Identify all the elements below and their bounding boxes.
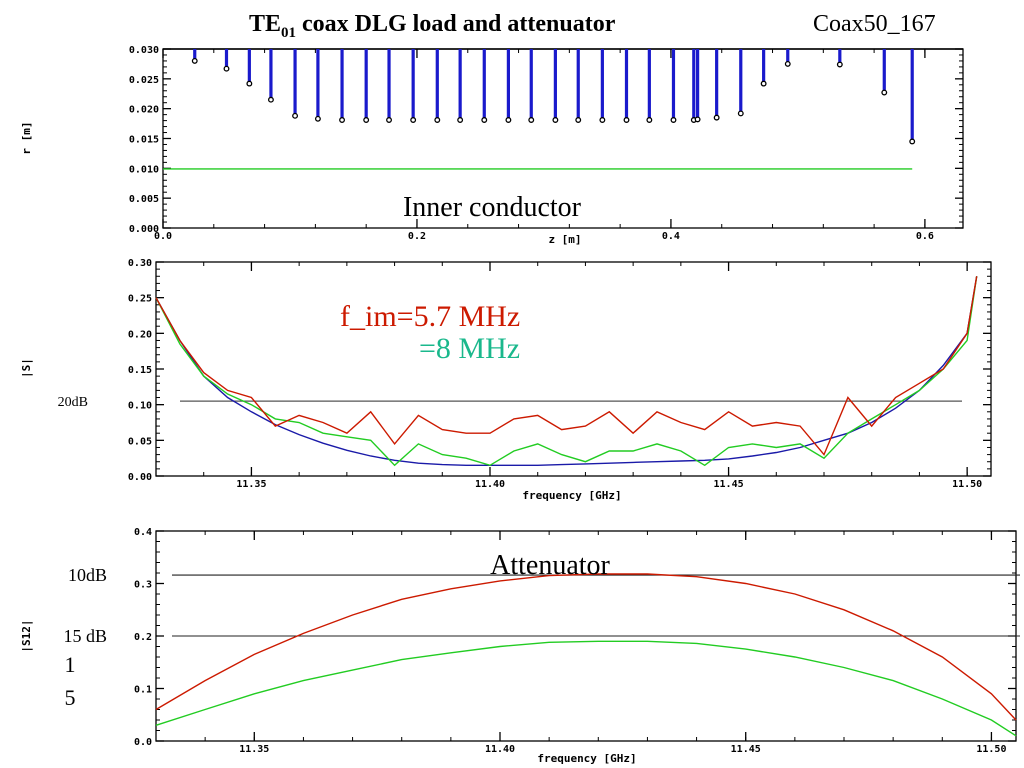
y-tick-label: 0.4 bbox=[134, 527, 152, 538]
x-tick-label: 0.6 bbox=[916, 231, 934, 242]
y-tick-label: 0.010 bbox=[129, 164, 159, 175]
y-tick-label: 0.00 bbox=[128, 472, 152, 483]
side-label-line: 1 bbox=[65, 652, 76, 677]
x-tick-label: 11.45 bbox=[731, 744, 761, 755]
y-tick-label: 0.20 bbox=[128, 329, 152, 340]
radius-marker bbox=[575, 117, 582, 123]
x-tick-label: 0.0 bbox=[154, 231, 172, 242]
x-axis-label: frequency [GHz] bbox=[537, 752, 636, 765]
series-line-red bbox=[155, 573, 1017, 721]
reflection-panel: 0.00 0.05 0.10 0.15 0.20 0.25 0.30 11.35 11.40 11… bbox=[20, 258, 992, 502]
y-axis-label: |S12| bbox=[20, 619, 33, 652]
radius-marker bbox=[191, 57, 198, 64]
plot-frame bbox=[155, 261, 992, 477]
x-tick-label: 11.50 bbox=[952, 479, 982, 490]
radius-marker bbox=[434, 117, 441, 123]
radius-marker bbox=[223, 65, 230, 72]
attenuator-annotation: Attenuator bbox=[490, 550, 610, 581]
radius-marker bbox=[292, 112, 299, 119]
y-tick-label: 0.030 bbox=[129, 45, 159, 56]
y-tick-label: 0.020 bbox=[129, 105, 159, 116]
x-tick-label: 0.2 bbox=[408, 231, 426, 242]
side-label-line: 5 bbox=[65, 685, 76, 710]
radius-marker bbox=[694, 116, 701, 123]
radius-marker bbox=[713, 114, 720, 121]
radius-marker bbox=[670, 117, 677, 123]
inner-conductor-annotation: Inner conductor bbox=[403, 192, 582, 223]
x-tick-label: 11.40 bbox=[475, 479, 505, 490]
series-line-green bbox=[155, 276, 978, 467]
level-label: 15 dB bbox=[63, 626, 107, 646]
y-tick-label: 0.25 bbox=[128, 294, 152, 305]
figure-tag: Coax50_167 bbox=[813, 11, 936, 37]
x-tick-label: 11.50 bbox=[976, 744, 1006, 755]
y-axis-label: r [m] bbox=[20, 121, 33, 154]
radius-marker bbox=[339, 117, 345, 123]
y-tick-label: 0.3 bbox=[134, 580, 152, 591]
y-tick-label: 0.10 bbox=[128, 401, 152, 412]
level-label-20db: 20dB bbox=[58, 395, 88, 410]
level-label: 10dB bbox=[68, 565, 107, 585]
radius-marker bbox=[528, 117, 535, 123]
radius-marker bbox=[552, 117, 559, 123]
radius-marker bbox=[314, 115, 321, 122]
x-tick-label: 11.35 bbox=[236, 479, 266, 490]
y-tick-label: 0.015 bbox=[129, 135, 159, 146]
y-tick-label: 0.05 bbox=[128, 436, 152, 447]
radius-marker bbox=[881, 89, 888, 96]
x-tick-label: 11.45 bbox=[714, 479, 744, 490]
x-tick-label: 11.35 bbox=[239, 744, 269, 755]
y-tick-label: 0.025 bbox=[129, 75, 159, 86]
y-tick-label: 0.0 bbox=[134, 737, 152, 748]
radius-marker bbox=[737, 110, 744, 117]
figure-title: TE01 coax DLG load and attenuator bbox=[249, 11, 616, 41]
radius-marker bbox=[410, 117, 417, 123]
title-main: TE bbox=[249, 11, 281, 37]
radius-marker bbox=[386, 117, 392, 123]
title-rest: coax DLG load and attenuator bbox=[302, 11, 616, 37]
radius-marker bbox=[363, 117, 370, 123]
x-tick-label: 11.40 bbox=[485, 744, 515, 755]
title-subscript: 01 bbox=[281, 25, 296, 41]
x-tick-label: 0.4 bbox=[662, 231, 680, 242]
inner-conductor-panel: 0.000 0.005 0.010 0.015 0.020 0.025 0.030 0.0 0.… bbox=[20, 45, 964, 246]
x-axis-label: z [m] bbox=[548, 233, 581, 246]
radius-marker bbox=[481, 117, 488, 123]
y-tick-label: 0.15 bbox=[128, 365, 152, 376]
x-axis-label: frequency [GHz] bbox=[522, 489, 621, 502]
y-tick-label: 0.1 bbox=[134, 685, 152, 696]
radius-marker bbox=[457, 117, 464, 123]
attenuator-panel: 0.0 0.1 0.2 0.3 0.4 11.35 11.40 11.45 11.50 frequ… bbox=[20, 527, 1020, 765]
y-tick-label: 0.2 bbox=[134, 632, 152, 643]
radius-marker bbox=[909, 138, 916, 145]
annotation-8mhz: =8 MHz bbox=[419, 332, 520, 365]
radius-marker bbox=[646, 117, 653, 123]
radius-marker bbox=[246, 80, 253, 87]
annotation-f-im: f_im=5.7 MHz bbox=[340, 300, 520, 333]
y-axis-label: |S| bbox=[20, 358, 33, 378]
radius-marker bbox=[505, 117, 512, 123]
y-tick-label: 0.005 bbox=[129, 194, 159, 205]
y-tick-label: 0.000 bbox=[129, 224, 159, 235]
radius-marker bbox=[760, 80, 767, 87]
radius-marker bbox=[599, 117, 606, 123]
y-tick-label: 0.30 bbox=[128, 258, 152, 269]
series-line-blue bbox=[155, 276, 978, 466]
series-line-red bbox=[155, 276, 978, 456]
radius-marker bbox=[267, 96, 274, 103]
series-line-green bbox=[155, 640, 1017, 737]
radius-marker bbox=[836, 61, 843, 68]
radius-marker bbox=[623, 117, 630, 123]
radius-marker bbox=[784, 60, 791, 67]
